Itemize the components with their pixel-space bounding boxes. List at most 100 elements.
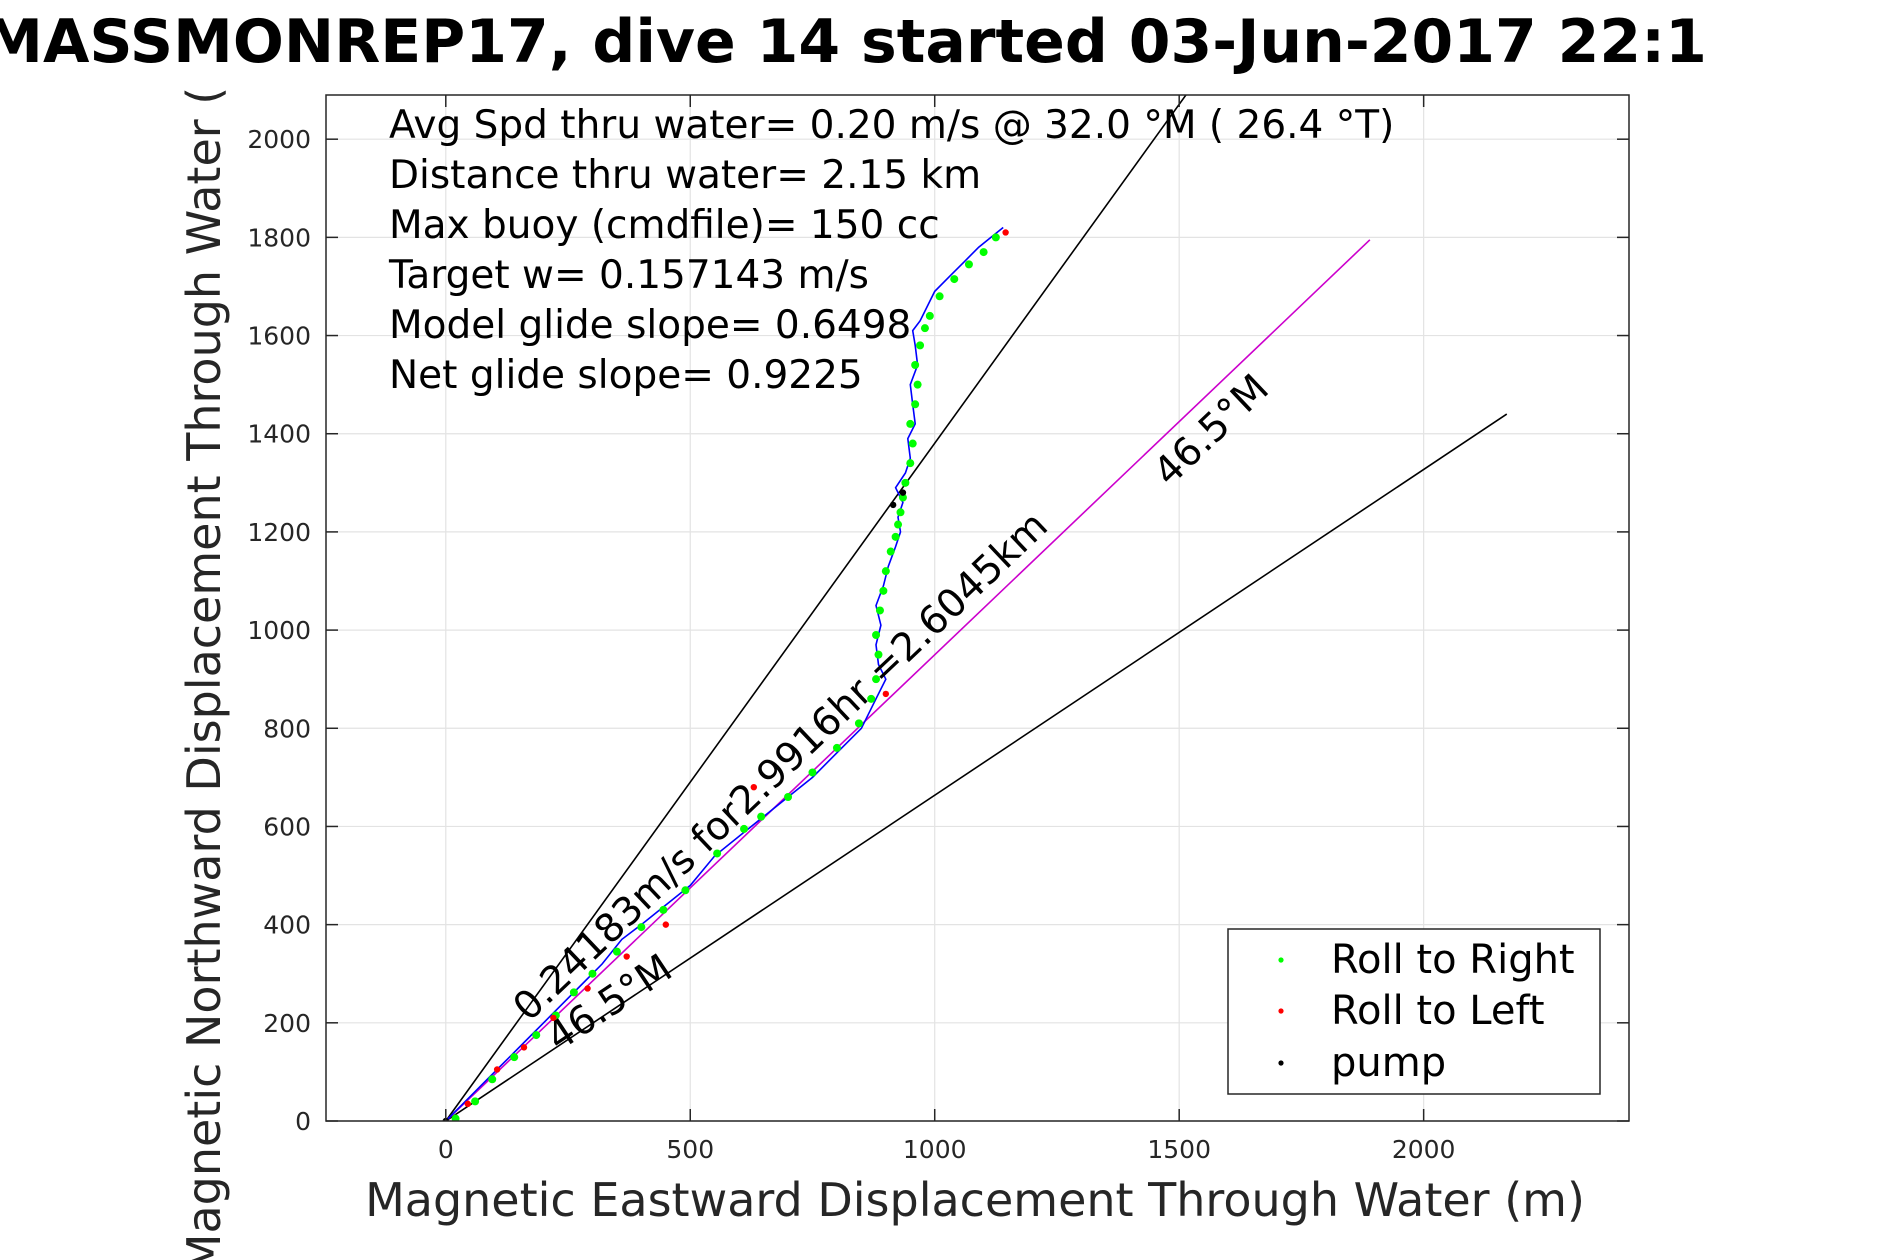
point-roll-to-right xyxy=(906,459,915,468)
point-roll-to-right xyxy=(911,400,920,409)
point-roll-to-left xyxy=(493,1066,501,1073)
point-roll-to-right xyxy=(872,675,881,684)
point-roll-to-right xyxy=(901,478,910,487)
point-roll-to-right xyxy=(569,988,578,997)
point-roll-to-right xyxy=(911,361,920,369)
legend: Roll to Right Roll to Left pump xyxy=(1227,928,1601,1095)
point-roll-to-left xyxy=(1002,229,1009,236)
point-roll-to-left xyxy=(623,953,630,960)
point-roll-to-right xyxy=(740,824,749,833)
point-roll-to-right xyxy=(872,631,881,639)
point-roll-to-left xyxy=(750,783,758,791)
point-roll-to-right xyxy=(991,233,1000,242)
point-roll-to-right xyxy=(784,793,793,801)
x-tick-label: 1500 xyxy=(1147,1135,1211,1164)
y-tick-label: 0 xyxy=(295,1107,311,1136)
point-roll-to-right xyxy=(874,650,883,659)
point-roll-to-right xyxy=(713,849,722,858)
x-tick-label: 1000 xyxy=(903,1135,967,1164)
point-roll-to-right xyxy=(681,886,690,895)
x-axis-label: Magnetic Eastward Displacement Through W… xyxy=(365,1173,1585,1227)
point-roll-to-left xyxy=(584,985,591,992)
reference-line-center xyxy=(445,239,1371,1121)
point-roll-to-right xyxy=(908,439,917,448)
y-tick-label: 1200 xyxy=(247,518,311,547)
x-axis: 0 500 1000 1500 2000 xyxy=(438,95,1456,1164)
reference-line-lower xyxy=(445,413,1508,1121)
point-roll-to-right xyxy=(588,969,597,978)
point-roll-to-right xyxy=(471,1097,480,1106)
legend-entry: Roll to Right xyxy=(1331,937,1575,983)
y-tick-label: 1800 xyxy=(247,223,311,252)
point-roll-to-right xyxy=(659,905,668,914)
point-roll-to-right xyxy=(854,719,863,728)
annotation-line: Model glide slope= 0.6498 xyxy=(389,303,911,348)
point-roll-to-right xyxy=(886,547,895,556)
point-roll-to-right xyxy=(925,311,934,320)
x-tick-label: 500 xyxy=(666,1135,714,1164)
point-roll-to-right xyxy=(898,493,907,502)
reference-line-upper xyxy=(445,95,1187,1121)
legend-marker-pump xyxy=(1278,1060,1284,1066)
point-roll-to-right xyxy=(757,812,766,821)
x-tick-label: 0 xyxy=(438,1135,454,1164)
y-tick-label: 600 xyxy=(263,812,311,841)
annotation-line: Target w= 0.157143 m/s xyxy=(388,253,869,298)
y-tick-label: 2000 xyxy=(247,125,311,154)
y-axis-label: Magnetic Northward Displacement Through … xyxy=(177,87,231,1260)
point-roll-to-right xyxy=(881,567,890,576)
track-layer xyxy=(445,226,1004,1121)
point-roll-to-right xyxy=(913,380,922,389)
point-roll-to-right xyxy=(964,260,973,269)
point-roll-to-right xyxy=(935,292,944,301)
reference-lines xyxy=(445,95,1508,1121)
y-tick-label: 200 xyxy=(263,1009,311,1038)
dive-track-line xyxy=(445,226,1004,1121)
y-tick-label: 400 xyxy=(263,911,311,940)
point-roll-to-right xyxy=(894,520,903,529)
point-roll-to-right xyxy=(920,324,929,333)
point-roll-to-right xyxy=(875,606,884,615)
annotation-line: Net glide slope= 0.9225 xyxy=(389,353,863,398)
point-roll-to-right xyxy=(867,694,876,703)
point-roll-to-right xyxy=(832,743,841,752)
annotation-line: Avg Spd thru water= 0.20 m/s @ 32.0 °M (… xyxy=(389,103,1394,148)
annotation-line: Max buoy (cmdfile)= 150 cc xyxy=(389,203,940,248)
point-roll-to-right xyxy=(532,1031,541,1040)
point-roll-to-right xyxy=(891,532,900,541)
point-roll-to-left xyxy=(882,690,890,698)
y-tick-label: 1600 xyxy=(247,322,311,351)
point-roll-to-right xyxy=(896,508,905,517)
point-pump xyxy=(899,489,907,496)
legend-entry: Roll to Left xyxy=(1331,988,1545,1034)
legend-marker-roll-to-right xyxy=(1278,957,1284,963)
point-roll-to-right xyxy=(950,275,959,284)
point-roll-to-left xyxy=(550,1014,557,1022)
point-roll-to-right xyxy=(879,586,888,595)
plot-frame xyxy=(325,94,1630,1122)
point-roll-to-right xyxy=(808,768,817,777)
point-roll-to-right xyxy=(637,923,646,932)
chart-title: 620 MASSMONREP17, dive 14 started 03-Jun… xyxy=(0,7,1707,77)
point-roll-to-right xyxy=(979,248,988,257)
legend-box xyxy=(1227,928,1601,1095)
point-roll-to-left xyxy=(464,1100,471,1108)
point-roll-to-right xyxy=(916,341,925,350)
legend-marker-roll-to-left xyxy=(1278,1008,1284,1014)
y-tick-label: 1400 xyxy=(247,420,311,449)
y-tick-label: 800 xyxy=(263,714,311,743)
point-roll-to-right xyxy=(451,1114,460,1121)
legend-entry: pump xyxy=(1331,1040,1446,1086)
annotation-line: Distance thru water= 2.15 km xyxy=(389,153,981,198)
point-roll-to-right xyxy=(612,947,621,956)
annotations: Avg Spd thru water= 0.20 m/s @ 32.0 °M (… xyxy=(388,103,1394,398)
point-roll-to-right xyxy=(488,1075,497,1084)
point-roll-to-left xyxy=(520,1044,528,1051)
point-roll-to-right xyxy=(510,1053,519,1062)
y-tick-label: 1000 xyxy=(247,616,311,645)
point-roll-to-left xyxy=(662,921,670,928)
point-pump xyxy=(889,501,897,509)
y-axis: 0 200 400 600 800 1000 1200 1400 1600 1800 2000 xyxy=(247,125,1629,1136)
x-tick-label: 2000 xyxy=(1392,1135,1456,1164)
